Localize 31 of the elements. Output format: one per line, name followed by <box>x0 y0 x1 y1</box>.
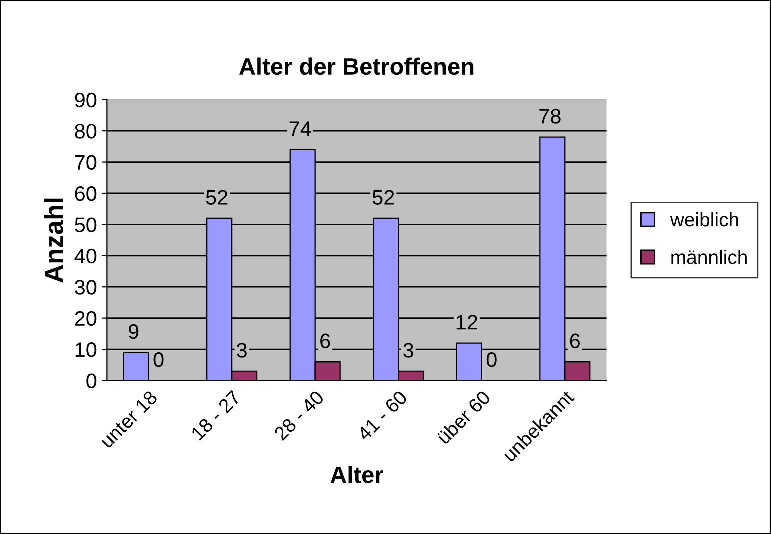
chart-title: Alter der Betroffenen <box>239 58 474 76</box>
data-label: 0 <box>154 352 164 368</box>
legend-label: männlich <box>672 250 747 264</box>
x-axis-title: Alter <box>330 466 384 484</box>
data-label: 52 <box>372 190 394 205</box>
y-tick-label: 90 <box>75 92 97 108</box>
y-tick-label: 40 <box>74 248 97 264</box>
data-label: 52 <box>206 190 228 205</box>
data-label: 0 <box>486 352 497 368</box>
data-label: 12 <box>456 315 478 330</box>
data-label: 6 <box>570 334 580 349</box>
legend-label: weiblich <box>670 212 738 227</box>
y-tick-label: 80 <box>75 124 97 139</box>
data-label: 9 <box>129 324 139 340</box>
y-tick-label: 0 <box>86 374 97 388</box>
y-tick-label: 60 <box>75 186 97 202</box>
x-tick-label: 18 - 27 <box>190 390 242 441</box>
x-tick-label: 41 - 60 <box>356 390 408 442</box>
x-tick-label: über 60 <box>436 390 492 445</box>
y-tick-label: 70 <box>75 155 97 170</box>
y-tick-label: 20 <box>75 311 97 326</box>
data-label: 6 <box>320 334 330 349</box>
y-tick-label: 50 <box>75 218 97 232</box>
y-tick-label: 30 <box>75 280 97 295</box>
data-label: 74 <box>290 122 312 136</box>
data-label: 78 <box>540 109 561 124</box>
x-tick-label: 28 - 40 <box>274 390 325 442</box>
data-label: 3 <box>404 343 414 358</box>
data-label: 3 <box>237 343 247 358</box>
y-tick-label: 10 <box>76 342 97 358</box>
y-axis-title: Anzahl <box>44 198 64 283</box>
